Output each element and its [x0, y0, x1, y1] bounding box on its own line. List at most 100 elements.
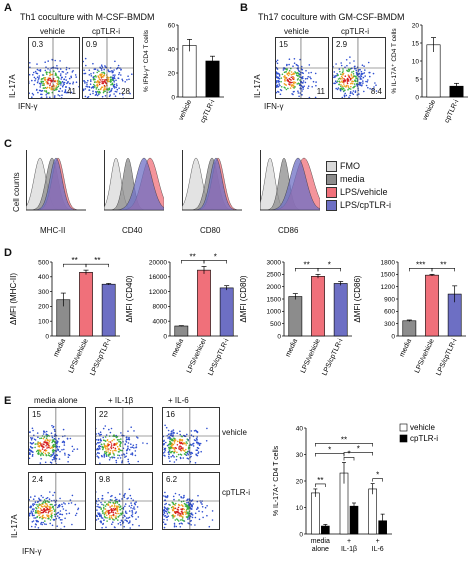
facs-event — [127, 447, 129, 449]
significance-marker: ** — [94, 256, 100, 265]
facs-event — [68, 454, 71, 457]
facs-event — [71, 450, 74, 452]
facs-event — [84, 57, 87, 60]
facs-event — [114, 95, 117, 97]
facs-event — [163, 508, 166, 511]
significance-bracket — [343, 457, 355, 461]
facs-event — [94, 84, 96, 87]
y-tick-label: 400 — [38, 274, 49, 281]
facs-event — [168, 453, 170, 456]
facs-event — [67, 461, 69, 463]
facs-event — [42, 446, 44, 448]
facs-event — [163, 447, 166, 450]
facs-event — [95, 81, 98, 83]
facs-event — [100, 69, 103, 71]
facs-event — [108, 501, 110, 503]
facs-event — [129, 527, 131, 529]
facs-event — [115, 501, 117, 503]
facs-event — [43, 499, 46, 501]
facs-event — [105, 78, 107, 81]
facs-event — [36, 510, 38, 512]
facs-event — [97, 438, 99, 441]
facs-event — [360, 75, 363, 78]
facs-event — [133, 508, 136, 510]
y-axis-label: % IL-17A⁺ CD4 T cells — [391, 28, 398, 94]
facs-event — [278, 75, 281, 77]
facs-event — [350, 75, 353, 77]
legend-label: FMO — [340, 161, 360, 171]
facs-event — [185, 444, 187, 446]
significance-marker: ** — [190, 252, 196, 261]
facs-event — [51, 524, 54, 527]
facs-event — [121, 498, 123, 500]
facs-event — [182, 497, 184, 499]
facs-event — [30, 439, 33, 441]
facs-event — [116, 510, 119, 513]
facs-event — [133, 447, 135, 449]
facs-event — [58, 90, 60, 92]
facs-event — [56, 445, 59, 448]
panel-b-x-label: IFN-γ — [264, 102, 284, 111]
y-tick-label: 1200 — [381, 284, 396, 291]
panel-a-y-label: IL-17A — [8, 74, 17, 98]
facs-event — [124, 503, 127, 505]
facs-event — [108, 509, 111, 512]
facs-event — [41, 80, 43, 83]
facs-event — [304, 81, 307, 84]
facs-event — [55, 72, 57, 75]
facs-event — [31, 453, 34, 456]
facs-event — [96, 502, 97, 505]
facs-event — [299, 92, 301, 94]
facs-event — [58, 437, 60, 440]
facs-event — [333, 71, 336, 73]
facs-event — [64, 76, 67, 78]
facs-event — [164, 491, 166, 494]
facs-event — [96, 71, 98, 74]
facs-event — [39, 507, 42, 510]
facs-event — [100, 515, 102, 518]
y-tick-label: 4000 — [153, 319, 168, 326]
facs-event — [44, 520, 46, 522]
facs-event — [167, 515, 170, 517]
facs-event — [187, 514, 190, 517]
facs-event — [175, 459, 178, 461]
facs-density — [29, 473, 85, 529]
facs-event — [360, 70, 363, 73]
facs-event — [125, 517, 128, 519]
facs-event — [107, 450, 109, 452]
facs-event — [349, 91, 352, 93]
facs-event — [45, 445, 47, 447]
y-tick-label: 1800 — [381, 259, 396, 266]
facs-event — [119, 444, 121, 446]
facs-event — [112, 79, 114, 82]
facs-event — [45, 91, 48, 93]
facs-event — [101, 71, 103, 74]
facs-event — [127, 75, 129, 77]
facs-event — [194, 462, 197, 464]
facs-event — [137, 460, 139, 463]
significance-marker: ** — [317, 476, 323, 485]
facs-event — [56, 68, 59, 70]
facs-event — [115, 461, 118, 464]
facs-event — [114, 447, 117, 450]
facs-event — [168, 436, 170, 438]
facs-event — [110, 70, 113, 72]
facs-event — [179, 433, 181, 436]
facs-event — [342, 70, 344, 72]
facs-event — [116, 88, 119, 91]
facs-event — [103, 453, 106, 456]
facs-event — [117, 516, 120, 518]
facs-event — [109, 506, 111, 508]
facs-event — [124, 519, 126, 521]
facs-event — [178, 499, 180, 501]
panel-a-col-label-vehicle: vehicle — [40, 27, 65, 36]
y-tick-label: 2000 — [267, 284, 282, 291]
facs-event — [48, 92, 50, 95]
facs-event — [294, 71, 296, 73]
facs-event — [177, 514, 179, 516]
facs-event — [124, 510, 127, 513]
facs-event — [297, 65, 299, 67]
facs-density — [83, 38, 133, 98]
facs-event — [43, 83, 45, 85]
